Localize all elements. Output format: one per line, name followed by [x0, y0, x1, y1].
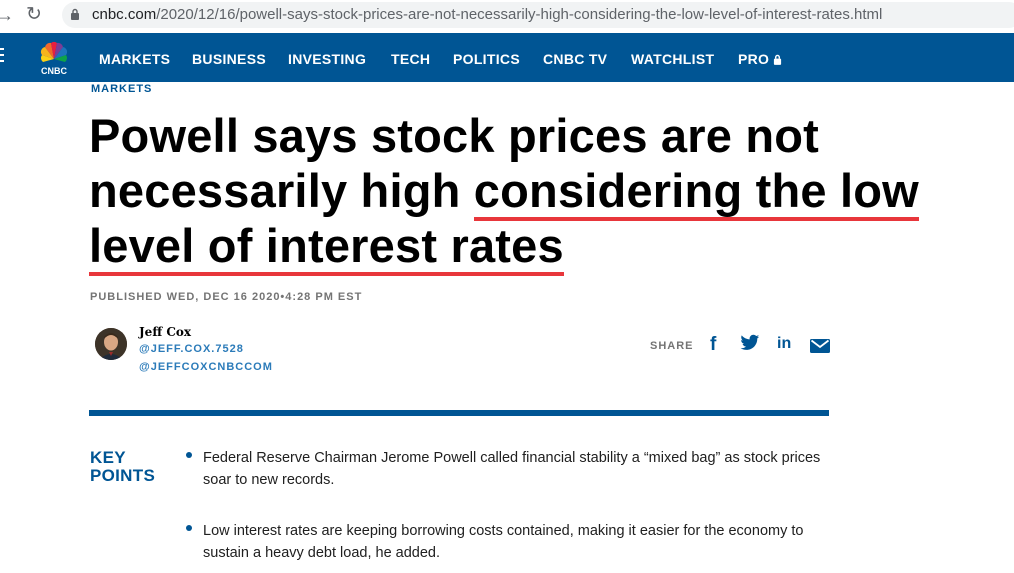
svg-text:CNBC: CNBC — [41, 66, 67, 76]
headline-underlined-text: considering the low — [473, 164, 919, 221]
key-points-label-line1: KEY — [90, 448, 126, 467]
cnbc-logo[interactable]: CNBC — [32, 40, 76, 76]
nav-item-tech[interactable]: TECH — [391, 51, 431, 67]
linkedin-icon[interactable]: in — [777, 335, 792, 352]
section-label[interactable]: MARKETS — [91, 83, 153, 95]
nav-item-investing[interactable]: INVESTING — [288, 51, 367, 67]
bullet-icon — [186, 525, 192, 531]
key-points-label: KEY POINTS — [90, 449, 155, 485]
url-field[interactable] — [62, 2, 1014, 28]
nav-item-pro-label: PRO — [738, 51, 770, 67]
share-label: SHARE — [650, 340, 694, 352]
author-avatar[interactable] — [95, 328, 127, 360]
nav-item-cnbc-tv[interactable]: CNBC TV — [543, 51, 608, 67]
bullet-icon — [186, 452, 192, 458]
author-twitter-handle[interactable]: @JEFFCOXCNBCCOM — [139, 361, 273, 373]
lock-icon[interactable] — [70, 8, 80, 20]
published-date: PUBLISHED WED, DEC 16 2020•4:28 PM EST — [90, 291, 363, 303]
reload-icon[interactable]: ↻ — [26, 4, 42, 25]
author-name[interactable]: Jeff Cox — [139, 325, 192, 339]
article-headline: Powell says stock prices are not necessa… — [89, 108, 1009, 276]
forward-icon[interactable]: → — [0, 5, 14, 25]
site-nav-bar: CNBC MARKETS BUSINESS INVESTING TECH POL… — [0, 33, 1014, 82]
menu-icon[interactable] — [0, 48, 4, 66]
key-point-item: Federal Reserve Chairman Jerome Powell c… — [203, 450, 821, 488]
author-facebook-handle[interactable]: @JEFF.COX.7528 — [139, 343, 244, 355]
nav-item-pro[interactable]: PRO — [738, 51, 782, 67]
nav-item-politics[interactable]: POLITICS — [453, 51, 520, 67]
headline-text: Powell says stock prices are not necessa… — [89, 109, 820, 217]
section-divider — [89, 410, 829, 416]
nav-item-business[interactable]: BUSINESS — [192, 51, 266, 67]
nav-item-watchlist[interactable]: WATCHLIST — [631, 51, 715, 67]
nav-item-markets[interactable]: MARKETS — [99, 51, 171, 67]
lock-icon — [774, 54, 782, 65]
key-points-label-line2: POINTS — [90, 466, 156, 485]
browser-address-bar: → ↻ cnbc.com/2020/12/16/powell-says-stoc… — [0, 0, 1014, 32]
facebook-icon[interactable]: f — [710, 334, 717, 355]
twitter-icon[interactable] — [740, 334, 760, 352]
email-icon[interactable] — [810, 337, 830, 355]
headline-underlined-text-2: level of interest rates — [89, 219, 564, 276]
key-point-item: Low interest rates are keeping borrowing… — [203, 523, 804, 561]
url-text[interactable]: cnbc.com/2020/12/16/powell-says-stock-pr… — [92, 6, 883, 23]
